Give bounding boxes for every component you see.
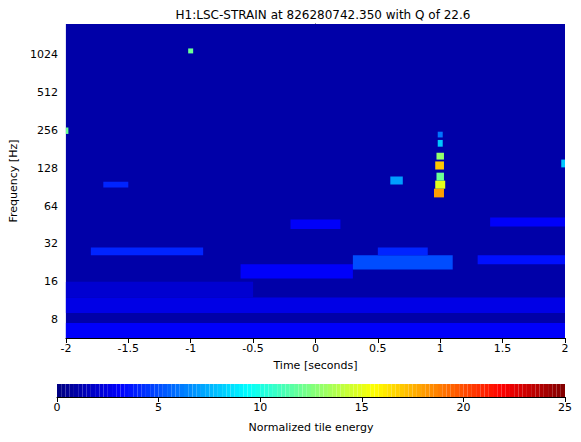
svg-text:8: 8: [51, 313, 58, 326]
svg-text:15: 15: [355, 401, 369, 414]
svg-text:-1: -1: [185, 342, 196, 355]
svg-text:20: 20: [456, 401, 470, 414]
svg-text:25: 25: [558, 401, 572, 414]
svg-text:5: 5: [155, 401, 162, 414]
svg-text:0: 0: [54, 401, 61, 414]
svg-text:0.5: 0.5: [369, 342, 387, 355]
svg-text:256: 256: [37, 124, 58, 137]
svg-text:1.5: 1.5: [494, 342, 512, 355]
svg-text:Normalized tile energy: Normalized tile energy: [249, 421, 374, 434]
svg-text:16: 16: [44, 275, 58, 288]
svg-text:10: 10: [253, 401, 267, 414]
svg-text:-1.5: -1.5: [118, 342, 139, 355]
svg-text:0: 0: [312, 342, 319, 355]
svg-text:Frequency [Hz]: Frequency [Hz]: [7, 140, 20, 223]
svg-text:-0.5: -0.5: [242, 342, 263, 355]
svg-text:1: 1: [437, 342, 444, 355]
svg-text:2: 2: [562, 342, 569, 355]
svg-text:64: 64: [44, 200, 58, 213]
svg-text:128: 128: [37, 162, 58, 175]
svg-text:1024: 1024: [30, 48, 58, 61]
svg-text:-2: -2: [60, 342, 71, 355]
svg-text:32: 32: [44, 237, 58, 250]
svg-text:H1:LSC-STRAIN at 826280742.350: H1:LSC-STRAIN at 826280742.350 with Q of…: [176, 8, 471, 22]
svg-text:Time [seconds]: Time [seconds]: [272, 359, 357, 372]
svg-text:512: 512: [37, 86, 58, 99]
